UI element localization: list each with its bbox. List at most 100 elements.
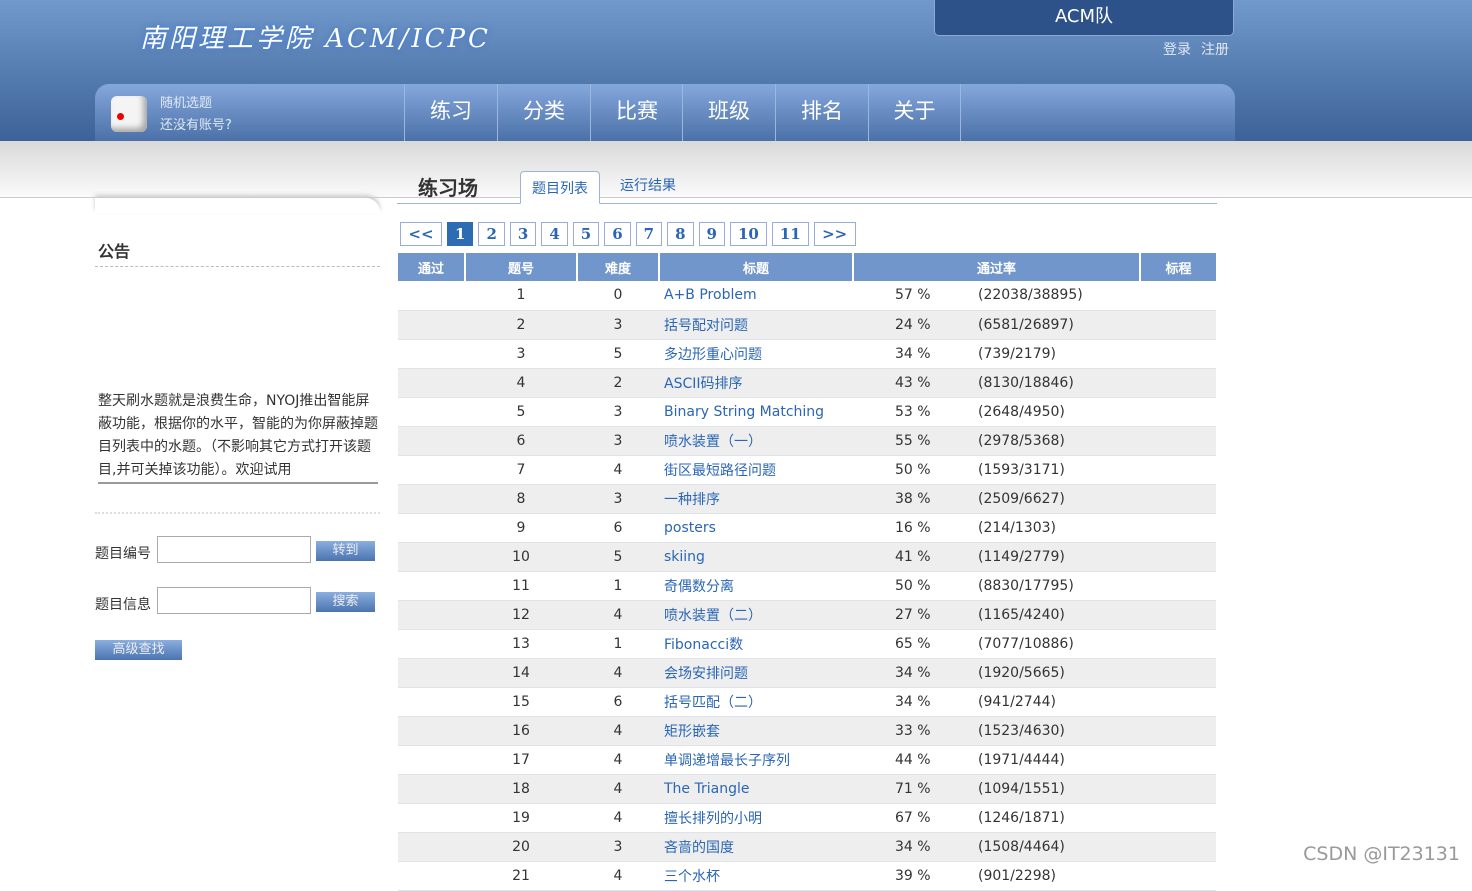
problem-title-link[interactable]: 吝啬的国度 [664, 839, 734, 856]
page-button[interactable]: 2 [478, 222, 505, 246]
solution-cell [1140, 426, 1216, 456]
pass-rate: 65 % [895, 635, 931, 652]
problem-id: 13 [465, 629, 577, 659]
page-button[interactable]: 3 [509, 222, 537, 246]
problem-title-link[interactable]: Binary String Matching [664, 403, 825, 420]
problem-id: 5 [465, 397, 577, 427]
table-row: 3 5 多边形重心问题 34 % (739/2179) [398, 339, 1216, 369]
pass-count: (1971/4444) [978, 751, 1065, 768]
problem-id: 6 [465, 426, 577, 456]
difficulty: 5 [577, 542, 659, 572]
pass-count: (8130/18846) [978, 374, 1074, 391]
solution-cell [1140, 861, 1216, 891]
problem-title-link[interactable]: 擅长排列的小明 [664, 810, 762, 827]
problem-title-link[interactable]: 奇偶数分离 [664, 578, 734, 595]
page-button[interactable]: 8 [667, 222, 694, 246]
page-button[interactable]: 11 [771, 222, 809, 246]
pass-rate: 41 % [895, 548, 931, 565]
problem-title-link[interactable]: 括号配对问题 [664, 317, 748, 334]
problem-title-link[interactable]: 一种排序 [664, 491, 720, 508]
problem-title-link[interactable]: 喷水装置（二） [664, 607, 762, 624]
table-row: 13 1 Fibonacci数 65 % (7077/10886) [398, 629, 1216, 659]
dice-icon[interactable] [111, 96, 147, 132]
difficulty: 4 [577, 658, 659, 688]
solution-cell [1140, 803, 1216, 833]
pass-rate: 71 % [895, 780, 931, 797]
goto-button[interactable]: 转到 [316, 541, 375, 561]
table-row: 10 5 skiing 41 % (1149/2779) [398, 542, 1216, 572]
problem-title-link[interactable]: 单调递增最长子序列 [664, 752, 790, 769]
difficulty: 4 [577, 861, 659, 891]
problem-id: 19 [465, 803, 577, 833]
solution-cell [1140, 600, 1216, 630]
problem-title-link[interactable]: posters [664, 519, 716, 536]
page-button[interactable]: >> [813, 222, 856, 246]
problem-title-link[interactable]: 会场安排问题 [664, 665, 748, 682]
auth-links: 登录 注册 [1153, 39, 1229, 59]
search-button[interactable]: 搜索 [316, 592, 375, 612]
table-row: 9 6 posters 16 % (214/1303) [398, 513, 1216, 543]
page-button[interactable]: 1 [447, 222, 474, 246]
pass-rate: 34 % [895, 664, 931, 681]
page-button[interactable]: 6 [604, 222, 631, 246]
passed-cell [398, 484, 465, 514]
table-row: 16 4 矩形嵌套 33 % (1523/4630) [398, 716, 1216, 746]
passed-cell [398, 542, 465, 572]
problem-title-link[interactable]: 矩形嵌套 [664, 723, 720, 740]
notice-text: 整天刷水题就是浪费生命，NYOJ推出智能屏蔽功能，根据你的水平，智能的为你屏蔽掉… [98, 390, 378, 484]
watermark: CSDN @IT23131 [1303, 843, 1460, 865]
col-passed: 通过 [398, 253, 466, 281]
problem-title-link[interactable]: 街区最短路径问题 [664, 462, 776, 479]
solution-cell [1140, 571, 1216, 601]
pass-count: (2978/5368) [978, 432, 1065, 449]
tab-problem-list[interactable]: 题目列表 [520, 171, 600, 204]
problem-title-link[interactable]: ASCII码排序 [664, 375, 743, 392]
pass-rate: 38 % [895, 490, 931, 507]
nav-practice[interactable]: 练习 [404, 84, 497, 141]
pass-rate: 27 % [895, 606, 931, 623]
nav-about[interactable]: 关于 [868, 84, 961, 141]
passed-cell [398, 571, 465, 601]
solution-cell [1140, 774, 1216, 804]
nav-rank[interactable]: 排名 [775, 84, 868, 141]
passed-cell [398, 629, 465, 659]
random-problem-link[interactable]: 随机选题 [160, 96, 213, 111]
problem-title-link[interactable]: The Triangle [664, 780, 750, 797]
page-button[interactable]: << [400, 222, 442, 246]
register-link[interactable]: 注册 [1201, 42, 1229, 58]
pass-count: (1523/4630) [978, 722, 1065, 739]
page-button[interactable]: 7 [635, 222, 663, 246]
login-link[interactable]: 登录 [1163, 42, 1191, 58]
advanced-search-button[interactable]: 高级查找 [95, 640, 182, 660]
page-button[interactable]: 10 [729, 222, 767, 246]
problem-title-link[interactable]: 括号匹配（二） [664, 694, 762, 711]
problem-title-link[interactable]: 多边形重心问题 [664, 346, 762, 363]
problem-table: 通过 题号 难度 标题 通过率 标程 1 0 A+B Problem 57 % (… [398, 253, 1216, 891]
site-logo[interactable]: 南阳理工学院 ACM/ICPC [140, 24, 491, 54]
pass-count: (7077/10886) [978, 635, 1074, 652]
page-button[interactable]: 5 [572, 222, 600, 246]
page-button[interactable]: 4 [541, 222, 568, 246]
problem-id-row: 题目编号 转到 [95, 536, 375, 563]
problem-title-link[interactable]: skiing [664, 548, 705, 565]
difficulty: 4 [577, 774, 659, 804]
passed-cell [398, 774, 465, 804]
nav-category[interactable]: 分类 [497, 84, 590, 141]
difficulty: 3 [577, 484, 659, 514]
solution-cell [1140, 368, 1216, 398]
nav-contest[interactable]: 比赛 [590, 84, 683, 141]
solution-cell [1140, 281, 1216, 311]
problem-id-input[interactable] [157, 536, 311, 563]
tab-run-results[interactable]: 运行结果 [620, 178, 676, 194]
page-button[interactable]: 9 [698, 222, 725, 246]
team-tab[interactable]: ACM队 [934, 0, 1234, 36]
problem-id: 2 [465, 310, 577, 340]
nav-class[interactable]: 班级 [682, 84, 775, 141]
problem-title-link[interactable]: Fibonacci数 [664, 636, 744, 653]
problem-title-link[interactable]: A+B Problem [664, 287, 757, 304]
problem-title-link[interactable]: 喷水装置（一） [664, 433, 762, 450]
no-account-link[interactable]: 还没有账号? [160, 118, 232, 133]
sidebar: 公告 整天刷水题就是浪费生命，NYOJ推出智能屏蔽功能，根据你的水平，智能的为你… [95, 198, 380, 660]
problem-title-link[interactable]: 三个水杯 [664, 868, 720, 885]
problem-info-input[interactable] [157, 587, 311, 614]
